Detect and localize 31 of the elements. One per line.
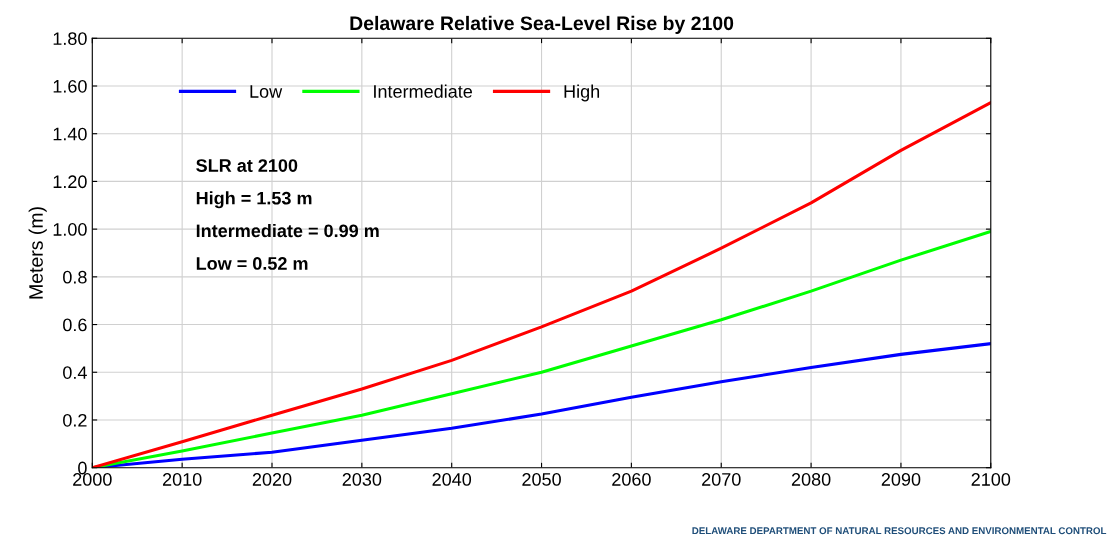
- x-tick-label: 2040: [432, 473, 472, 486]
- x-tick-label: 2010: [162, 473, 202, 486]
- chart-title: Delaware Relative Sea-Level Rise by 2100: [350, 15, 734, 34]
- y-tick-label: 0.6: [63, 318, 87, 332]
- x-tick-label: 2080: [791, 473, 831, 486]
- annotation: SLR at 2100: [196, 159, 298, 172]
- x-tick-label: 2060: [612, 473, 651, 486]
- x-tick-label: 2030: [342, 473, 382, 486]
- y-tick-label: 1.80: [53, 32, 87, 46]
- y-axis-title: Meters (m): [28, 207, 47, 299]
- y-tick-label: 1.00: [53, 223, 87, 236]
- legend-label: Intermediate: [374, 84, 472, 98]
- annotation: Low = 0.52 m: [196, 257, 308, 270]
- y-tick-label: 0.4: [63, 366, 87, 379]
- annotation: Intermediate = 0.99 m: [196, 223, 379, 238]
- legend-label: Low: [250, 85, 283, 98]
- y-tick-label: 0.8: [63, 270, 87, 284]
- annotation: High = 1.53 m: [196, 191, 312, 209]
- y-tick-label: 0: [78, 461, 87, 475]
- x-tick-label: 2020: [252, 473, 292, 486]
- x-tick-label: 2070: [702, 473, 741, 486]
- x-tick-label: 2000: [73, 473, 112, 486]
- x-tick-label: 2100: [971, 473, 1011, 486]
- y-tick-label: 1.40: [53, 127, 87, 141]
- text: DELAWARE DEPARTMENT OF NATURAL RESOURCES AND ENVIRONMENTAL CONTROL: [692, 527, 1107, 535]
- y-tick-label: 0.2: [63, 413, 87, 427]
- x-tick-label: 2050: [522, 473, 561, 486]
- y-tick-label: 1.60: [53, 79, 87, 93]
- x-tick-label: 2090: [881, 473, 921, 486]
- y-tick-label: 1.20: [53, 175, 87, 189]
- legend-label: High: [564, 84, 600, 102]
